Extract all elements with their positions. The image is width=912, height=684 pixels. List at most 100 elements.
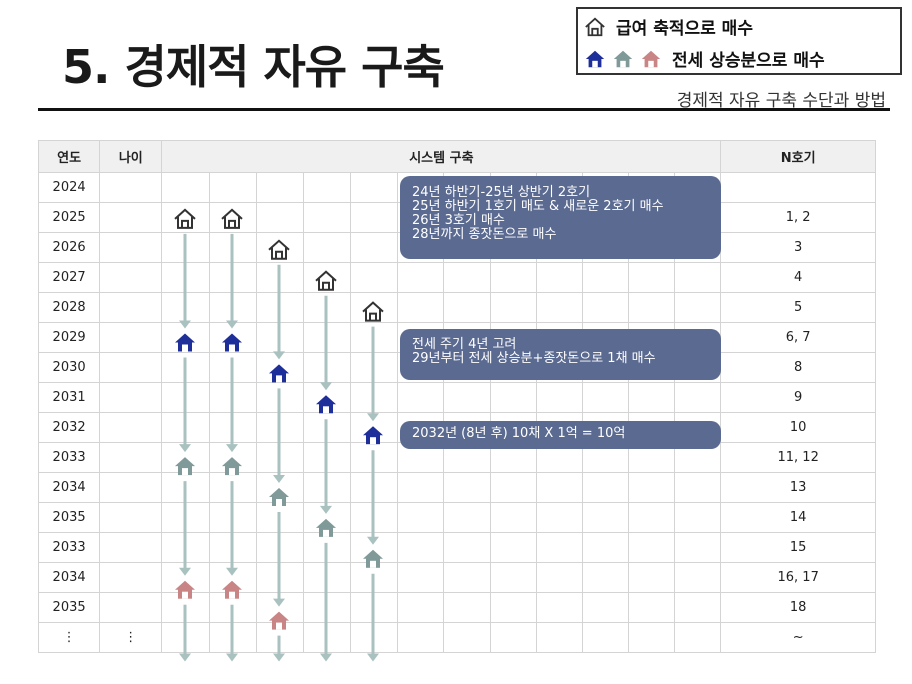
nth-cell: 15 — [720, 532, 876, 563]
title-divider — [38, 108, 890, 111]
age-cell — [99, 532, 163, 563]
house-pink-icon — [641, 50, 661, 67]
system-cell — [302, 622, 352, 653]
table-row: 2031 9 — [37, 382, 876, 413]
system-cell — [581, 262, 629, 293]
page-subtitle: 경제적 자유 구축 수단과 방법 — [676, 91, 886, 111]
house-gray-icon — [613, 50, 633, 67]
system-cell — [489, 262, 537, 293]
header-nth: N호기 — [720, 140, 876, 173]
age-cell — [99, 232, 163, 263]
year-cell: 2029 — [37, 322, 101, 353]
year-cell: 2025 — [37, 202, 101, 233]
note-line: 26년 3호기 매수 — [412, 213, 505, 228]
system-cell — [302, 322, 352, 353]
system-cell — [350, 292, 399, 323]
system-cell — [674, 562, 722, 593]
system-cell — [443, 292, 491, 323]
system-cell — [208, 352, 257, 383]
table-row: 2035 18 — [37, 592, 876, 623]
age-cell — [99, 442, 163, 473]
system-cell — [443, 532, 491, 563]
system-cell — [443, 262, 491, 293]
age-cell — [99, 202, 163, 233]
system-cell — [489, 472, 537, 503]
table-row: 2034 16, 17 — [37, 562, 876, 593]
system-cell — [489, 622, 537, 653]
age-cell — [99, 592, 163, 623]
system-cell — [255, 532, 304, 563]
system-cell — [581, 382, 629, 413]
system-cell — [302, 352, 352, 383]
nth-cell: 18 — [720, 592, 876, 623]
system-cell — [302, 532, 352, 563]
system-cell — [627, 382, 676, 413]
system-cell — [535, 622, 583, 653]
note-line: 24년 하반기-25년 상반기 2호기 — [412, 185, 591, 200]
system-cell — [208, 622, 257, 653]
system-cell — [674, 382, 722, 413]
system-cell — [255, 292, 304, 323]
system-cell — [627, 472, 676, 503]
page-title: 5. 경제적 자유 구축 — [62, 40, 445, 94]
system-cell — [255, 352, 304, 383]
year-cell: 2028 — [37, 292, 101, 323]
system-cell — [350, 412, 399, 443]
age-cell — [99, 472, 163, 503]
system-cell — [489, 292, 537, 323]
year-cell: 2027 — [37, 262, 101, 293]
system-cell — [161, 382, 210, 413]
table-row: 2033 15 — [37, 532, 876, 563]
system-cell — [350, 592, 399, 623]
system-cell — [255, 202, 304, 233]
system-cell — [674, 292, 722, 323]
year-cell: 2024 — [37, 172, 101, 203]
system-cell — [535, 382, 583, 413]
system-cell — [302, 382, 352, 413]
system-cell — [581, 592, 629, 623]
system-cell — [302, 232, 352, 263]
system-cell — [535, 502, 583, 533]
house-blue-icon — [585, 50, 605, 67]
system-cell — [255, 232, 304, 263]
system-cell — [302, 262, 352, 293]
header-year: 연도 — [37, 140, 101, 173]
system-cell — [350, 322, 399, 353]
system-cell — [350, 472, 399, 503]
year-cell: 2031 — [37, 382, 101, 413]
system-cell — [302, 202, 352, 233]
system-cell — [161, 592, 210, 623]
system-cell — [255, 502, 304, 533]
year-cell: 2033 — [37, 442, 101, 473]
system-cell — [627, 562, 676, 593]
age-cell — [99, 352, 163, 383]
system-cell — [674, 532, 722, 563]
age-cell — [99, 502, 163, 533]
system-cell — [581, 562, 629, 593]
system-cell — [255, 322, 304, 353]
system-cell — [535, 262, 583, 293]
table-row: 2034 13 — [37, 472, 876, 503]
system-cell — [674, 262, 722, 293]
system-cell — [397, 262, 445, 293]
system-cell — [674, 472, 722, 503]
system-cell — [397, 622, 445, 653]
system-cell — [674, 502, 722, 533]
age-cell — [99, 322, 163, 353]
system-cell — [581, 472, 629, 503]
age-cell — [99, 562, 163, 593]
year-cell: 2035 — [37, 502, 101, 533]
age-cell: ⋮ — [99, 622, 163, 653]
system-cell — [302, 592, 352, 623]
system-cell — [208, 532, 257, 563]
system-cell — [161, 202, 210, 233]
system-cell — [161, 232, 210, 263]
system-cell — [627, 262, 676, 293]
year-cell: 2034 — [37, 472, 101, 503]
system-cell — [255, 472, 304, 503]
nth-cell: 1, 2 — [720, 202, 876, 233]
system-cell — [350, 532, 399, 563]
system-cell — [397, 382, 445, 413]
nth-cell: 6, 7 — [720, 322, 876, 353]
system-cell — [581, 502, 629, 533]
